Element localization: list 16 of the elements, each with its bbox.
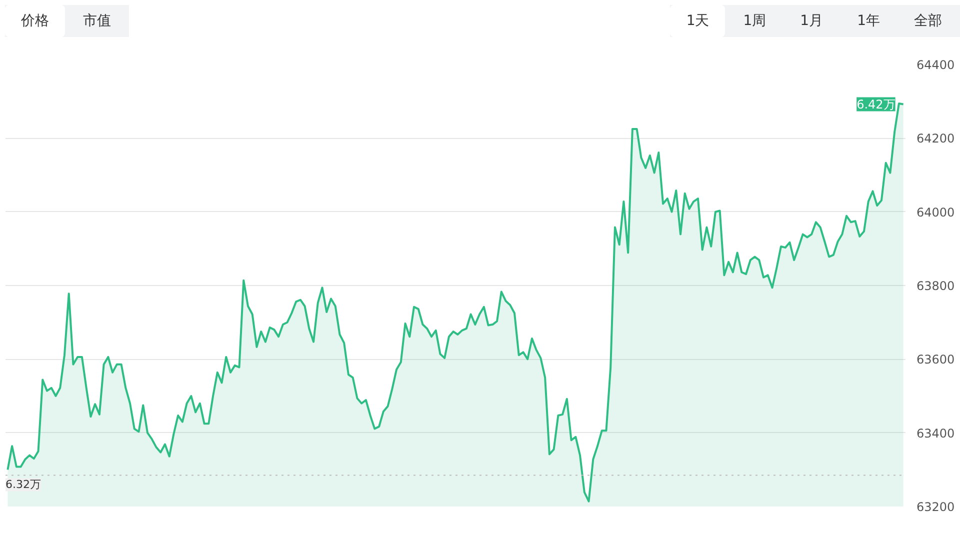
y-tick-label: 64000 [916,205,955,220]
text: 1天 [670,5,726,37]
y-tick-label: 64200 [916,132,955,146]
y-tick-label: 63800 [916,279,955,293]
ref-line-label: 6.32万 [6,478,41,492]
y-tick-label: 64400 [916,58,955,72]
text: 价格 [5,5,65,37]
y-tick-label: 63200 [916,500,955,514]
text: 全部 [898,5,958,37]
text: 1月 [784,5,840,37]
y-tick-label: 63400 [916,426,955,440]
text: 1年 [841,5,896,37]
text: 市值 [67,5,127,37]
y-tick-label: 63600 [916,352,955,367]
text: 1周 [727,5,782,37]
annotation: 6.42万 [856,97,896,112]
